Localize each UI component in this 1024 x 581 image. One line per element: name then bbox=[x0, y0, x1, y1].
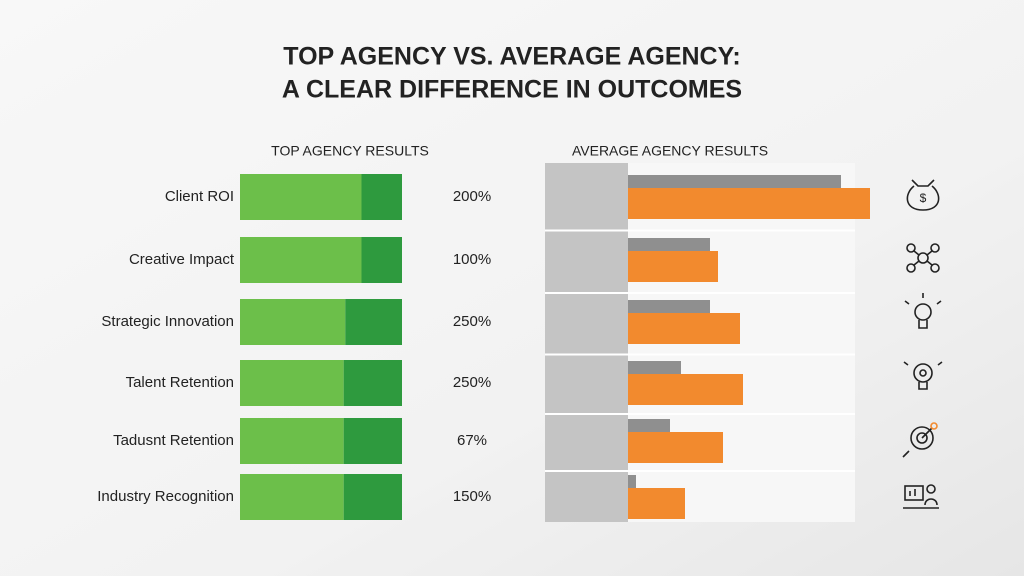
panel-band bbox=[545, 163, 628, 522]
row-label: Tadusnt Retention bbox=[113, 432, 234, 449]
bar bbox=[628, 419, 670, 432]
presenter-icon bbox=[903, 484, 939, 509]
target-icon bbox=[902, 422, 938, 458]
network-icon bbox=[906, 243, 940, 273]
row-label: Creative Impact bbox=[129, 251, 235, 268]
bar bbox=[628, 361, 681, 374]
bar-segment bbox=[343, 474, 402, 520]
bar bbox=[628, 175, 841, 188]
panel-title: AVERAGE AGENCY RESULTS bbox=[572, 143, 768, 159]
title-line: A CLEAR DIFFERENCE IN OUTCOMES bbox=[282, 76, 742, 104]
bar-segment bbox=[343, 418, 402, 464]
bar bbox=[628, 251, 718, 282]
bar bbox=[628, 300, 710, 313]
icons: $ bbox=[902, 179, 943, 509]
result-label: 250% bbox=[453, 313, 491, 330]
bar-segment bbox=[240, 474, 344, 520]
bar-segment bbox=[240, 174, 362, 220]
panel-title: TOP AGENCY RESULTS bbox=[271, 143, 429, 159]
bar bbox=[628, 313, 740, 344]
bar bbox=[628, 188, 870, 219]
row-label: Industry Recognition bbox=[97, 488, 234, 505]
bar bbox=[628, 238, 710, 251]
result-label: 200% bbox=[453, 188, 491, 205]
title-line: TOP AGENCY VS. AVERAGE AGENCY: bbox=[283, 43, 741, 71]
bar bbox=[628, 475, 636, 488]
row-label: Talent Retention bbox=[126, 374, 234, 391]
idea-icon bbox=[903, 361, 943, 390]
bar bbox=[628, 488, 685, 519]
result-label: 150% bbox=[453, 488, 491, 505]
bar-segment bbox=[361, 174, 402, 220]
bar-segment bbox=[345, 299, 402, 345]
bar bbox=[628, 432, 723, 463]
bulb-icon bbox=[904, 293, 942, 329]
svg-text:$: $ bbox=[920, 191, 927, 205]
money-bag-icon: $ bbox=[906, 179, 940, 211]
bar-segment bbox=[240, 299, 346, 345]
bar bbox=[628, 374, 743, 405]
bar-segment bbox=[240, 360, 344, 406]
bar-segment bbox=[240, 418, 344, 464]
row-label: Client ROI bbox=[165, 188, 234, 205]
result-label: 100% bbox=[453, 251, 491, 268]
row-label: Strategic Innovation bbox=[101, 313, 234, 330]
result-label: 67% bbox=[457, 432, 487, 449]
bar-segment bbox=[361, 237, 402, 283]
result-label: 250% bbox=[453, 374, 491, 391]
bar-segment bbox=[343, 360, 402, 406]
bar-segment bbox=[240, 237, 362, 283]
